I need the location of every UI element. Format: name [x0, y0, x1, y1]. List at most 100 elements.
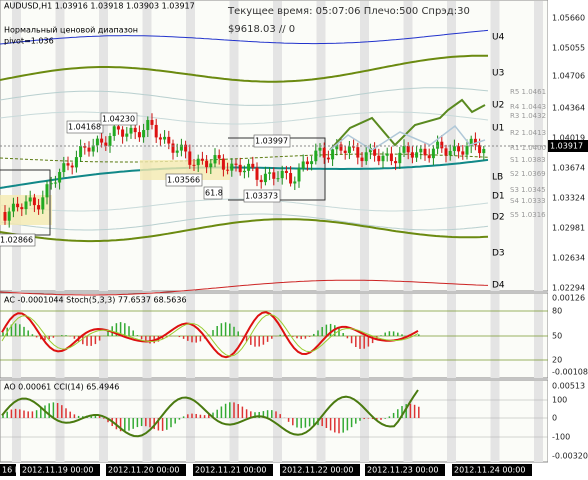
session-stripe	[99, 381, 108, 462]
candle	[343, 150, 347, 153]
candle	[66, 163, 70, 166]
candle	[289, 173, 293, 184]
time-tick: 2012.11.22 00:00	[282, 466, 353, 475]
session-stripe	[447, 1, 456, 291]
candle	[419, 148, 423, 153]
ao-tick: 0	[552, 414, 557, 423]
pivot-label: R5 1.0461	[510, 88, 546, 96]
candle	[20, 207, 24, 210]
price-tick: 1.05055	[552, 44, 585, 53]
plot	[0, 29, 548, 438]
candle	[70, 165, 74, 168]
candle	[45, 184, 49, 198]
band-d2	[0, 213, 489, 231]
price-tick: 1.03324	[552, 194, 585, 203]
time-box	[20, 464, 100, 476]
candle	[478, 145, 482, 154]
pivot-label: R2 1.0413	[510, 129, 546, 137]
price-tick: 1.04364	[552, 104, 585, 113]
ac-tick: 20	[552, 356, 562, 365]
price-label: 1.03566	[167, 176, 200, 185]
candle	[137, 132, 141, 138]
candle	[163, 136, 167, 140]
ao-tick: -0.00320	[552, 452, 588, 461]
candle	[213, 155, 217, 164]
pivot-label: S1 1.0383	[510, 156, 546, 164]
candle	[452, 146, 456, 151]
time-tick: 2012.11.23 00:00	[367, 466, 438, 475]
candle	[255, 167, 259, 180]
stoch-main	[1, 311, 419, 359]
candle	[310, 161, 314, 165]
time-box	[280, 464, 360, 476]
pivot-label: S4 1.0333	[510, 197, 546, 205]
candle	[352, 146, 356, 148]
band-u4	[0, 29, 489, 45]
candle	[381, 155, 385, 162]
candle	[7, 211, 11, 221]
price-tick: 1.05660	[552, 14, 585, 23]
candle	[242, 170, 246, 173]
pivot-label: R1 1.0400	[510, 144, 546, 152]
candle	[339, 144, 343, 151]
candle	[406, 146, 410, 153]
candle	[146, 120, 150, 131]
ao-tick: 100	[552, 396, 567, 405]
candle	[314, 150, 318, 162]
candle	[125, 133, 129, 137]
session-stripe	[229, 381, 239, 462]
candle	[318, 147, 322, 151]
candle	[87, 147, 91, 152]
candle	[268, 172, 272, 174]
candle	[276, 178, 280, 180]
candle	[251, 163, 255, 168]
session-stripe	[186, 1, 195, 291]
level-label: LB	[492, 173, 503, 183]
candle	[335, 144, 339, 150]
candle	[179, 144, 183, 151]
price-label: 1.03373	[245, 192, 278, 201]
candle	[16, 203, 20, 208]
candle	[37, 205, 41, 210]
candle	[49, 183, 53, 185]
candle	[171, 143, 175, 153]
price-label-box	[66, 120, 104, 134]
level-label: U2	[492, 101, 504, 111]
candle	[53, 182, 57, 184]
price-label: 1.04230	[102, 115, 135, 124]
price-scale	[548, 0, 588, 480]
candle	[457, 146, 461, 152]
candle	[469, 138, 473, 147]
session-stripe	[99, 1, 108, 291]
session-stripe	[490, 381, 500, 462]
candle	[448, 150, 452, 156]
candle	[389, 153, 393, 162]
candle	[301, 161, 305, 169]
time-tick: 2012.11.24 00:00	[454, 466, 525, 475]
session-stripe	[447, 381, 456, 462]
price-label-box	[253, 134, 291, 148]
candle	[322, 147, 326, 158]
ac-tick: 50	[552, 332, 562, 341]
session-stripe	[534, 1, 543, 291]
candle	[167, 136, 171, 144]
pivot-label: R3 1.0432	[510, 112, 546, 120]
pivot-label: R4 1.0443	[510, 103, 546, 111]
candle	[175, 150, 179, 153]
candle	[238, 164, 242, 173]
candle	[74, 157, 78, 168]
pivot-label: S3 1.0345	[510, 186, 546, 194]
level-label: U3	[492, 69, 504, 79]
time-box	[365, 464, 445, 476]
candle	[108, 136, 112, 146]
price-tick: 1.04019	[552, 134, 585, 143]
candle	[394, 161, 398, 164]
session-stripe	[360, 381, 369, 462]
candle	[91, 145, 95, 152]
price-label: 1.02866	[0, 236, 33, 245]
candle	[423, 148, 427, 156]
candle	[398, 152, 402, 164]
candle	[427, 155, 431, 159]
band-u3	[0, 54, 488, 83]
price-tick: 1.04706	[552, 72, 585, 81]
